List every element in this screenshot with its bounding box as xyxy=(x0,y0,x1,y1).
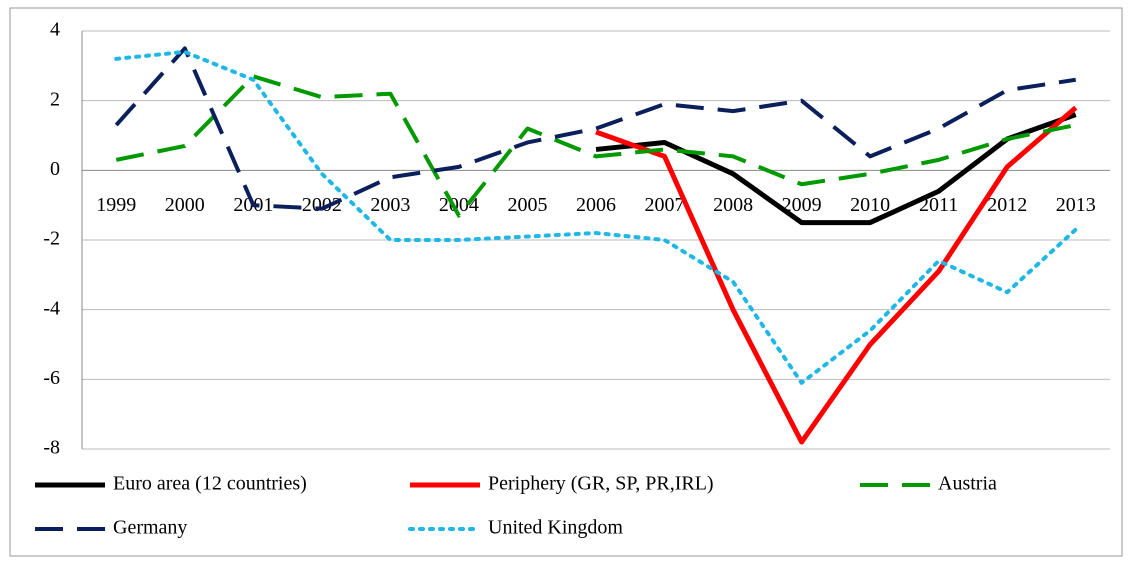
series-line xyxy=(114,46,1077,211)
x-tick-label: 2005 xyxy=(507,194,547,216)
series-line xyxy=(595,112,1077,226)
x-tick-label: 2010 xyxy=(850,194,890,216)
x-tick-label: 2000 xyxy=(165,194,205,216)
y-tick-label: 0 xyxy=(50,158,60,180)
x-tick-label: 1999 xyxy=(96,194,136,216)
x-tick-label: 2002 xyxy=(302,194,342,216)
y-tick-label: 2 xyxy=(50,88,60,110)
series-line xyxy=(595,105,1078,445)
legend-label: United Kingdom xyxy=(488,517,623,539)
x-tick-label: 2012 xyxy=(987,194,1027,216)
y-tick-label: 4 xyxy=(50,19,60,41)
y-tick-label: -4 xyxy=(43,297,60,319)
y-tick-label: -2 xyxy=(43,228,60,250)
x-tick-label: 2003 xyxy=(370,194,410,216)
legend-label: Germany xyxy=(113,517,187,539)
series-line xyxy=(115,74,1077,218)
x-tick-label: 2013 xyxy=(1056,194,1096,216)
x-tick-label: 2008 xyxy=(713,194,753,216)
chart-frame xyxy=(9,7,1123,557)
x-tick-label: 2006 xyxy=(576,194,616,216)
y-tick-label: -8 xyxy=(43,437,60,459)
x-tick-label: 2011 xyxy=(919,194,958,216)
legend-label: Periphery (GR, SP, PR,IRL) xyxy=(488,473,714,495)
series-line xyxy=(114,49,1078,385)
legend-label: Euro area (12 countries) xyxy=(113,473,307,495)
y-tick-label: -6 xyxy=(43,367,60,389)
legend-label: Austria xyxy=(938,473,997,495)
x-tick-label: 2009 xyxy=(782,194,822,216)
x-tick-label: 2007 xyxy=(645,194,685,216)
